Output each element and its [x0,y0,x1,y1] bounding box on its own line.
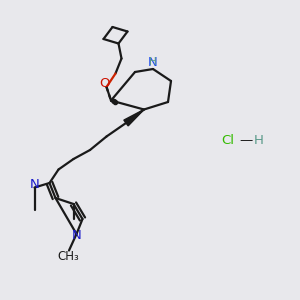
Text: N: N [148,56,158,70]
Text: H: H [254,134,263,148]
Polygon shape [124,110,144,126]
Text: N: N [72,229,81,242]
Text: CH₃: CH₃ [58,250,79,263]
Text: O: O [100,77,110,90]
Text: N: N [30,178,39,191]
Text: H: H [149,57,157,67]
Text: Cl: Cl [221,134,235,148]
Text: —: — [239,134,253,148]
